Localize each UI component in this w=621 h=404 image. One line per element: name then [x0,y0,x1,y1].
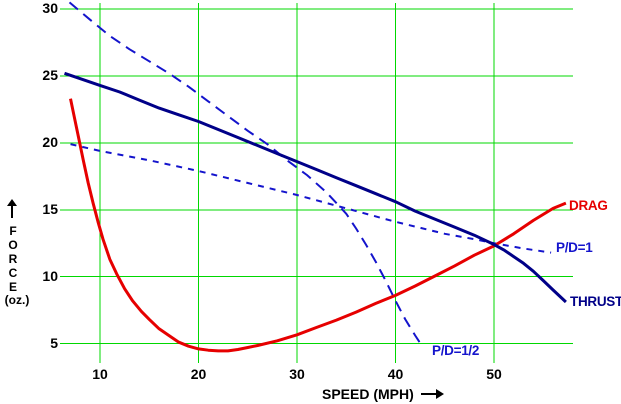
y-tick-label: 25 [42,67,58,83]
series-label-pd-half: P/D=1/2 [432,343,480,358]
y-tick-label: 20 [42,133,58,150]
y-axis-title-letter: O [8,238,18,252]
y-tick-label: 30 [42,0,58,17]
x-tick-label: 20 [190,366,207,382]
series-label-thrust: THRUST [570,294,621,309]
x-axis-title: SPEED (MPH) [322,386,444,402]
y-tick-label: 15 [42,200,58,217]
right-arrow-icon [435,389,444,399]
y-tick-label: 5 [50,334,58,351]
curve-pd-half [68,1,424,349]
x-tick-label: 30 [289,366,305,382]
right-arrow-icon-shaft [420,393,436,395]
x-tick-label: 40 [387,366,404,382]
up-arrow-icon [7,199,17,206]
series-label-pd-1: P/D=1 [556,240,593,255]
series-label-drag: DRAG [569,198,608,213]
y-axis-unit: (oz.) [4,293,30,307]
y-axis-title-letter: F [9,224,17,238]
y-axis-title-letter: C [8,266,18,280]
x-axis-title-text: SPEED (MPH) [322,386,414,402]
curve-drag [69,98,567,353]
y-tick-label: 10 [42,267,58,284]
up-arrow-icon-shaft [11,206,13,218]
y-axis-title-letter: E [8,280,17,294]
curve-thrust [64,71,567,304]
y-axis-title-letter: R [8,252,18,266]
x-tick-label: 50 [486,366,502,382]
x-tick-label: 10 [92,366,108,382]
